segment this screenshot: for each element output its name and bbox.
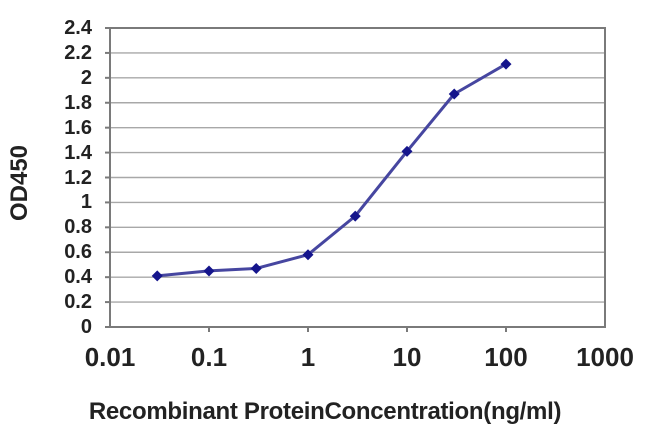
y-tick-label: 2 bbox=[80, 66, 92, 89]
y-tick-label: 0.6 bbox=[64, 241, 92, 264]
data-point-marker bbox=[349, 210, 361, 222]
x-tick-label: 0.01 bbox=[84, 342, 136, 372]
data-point-marker bbox=[250, 262, 262, 274]
data-point-marker bbox=[500, 58, 512, 70]
y-tick-label: 2.2 bbox=[64, 41, 92, 64]
data-point-marker bbox=[151, 270, 163, 282]
y-tick-label: 0.8 bbox=[64, 216, 92, 239]
data-point-marker bbox=[203, 265, 215, 277]
y-tick-label: 1.8 bbox=[64, 91, 92, 114]
data-point-marker bbox=[302, 249, 314, 261]
y-tick-label: 0.2 bbox=[64, 291, 92, 314]
y-tick-label: 1.6 bbox=[64, 116, 92, 139]
y-tick-label: 1 bbox=[80, 191, 92, 214]
x-axis-title: Recombinant ProteinConcentration(ng/ml) bbox=[88, 398, 562, 425]
y-tick-label: 0 bbox=[80, 316, 92, 338]
x-tick-label: 1 bbox=[300, 342, 316, 372]
y-tick-label: 1.4 bbox=[64, 141, 92, 164]
plot-area bbox=[105, 27, 606, 332]
y-tick-label: 1.2 bbox=[64, 166, 92, 189]
y-tick-label: 2.4 bbox=[64, 17, 92, 39]
series-line bbox=[157, 62, 507, 278]
x-tick-label: 1000 bbox=[576, 342, 634, 372]
data-point-marker bbox=[448, 88, 460, 100]
y-tick-label: 0.4 bbox=[64, 266, 92, 289]
x-tick-label: 10 bbox=[392, 342, 422, 372]
x-tick-label: 100 bbox=[484, 342, 528, 372]
data-point-marker bbox=[401, 145, 413, 157]
x-tick-label: 0.1 bbox=[190, 342, 228, 372]
